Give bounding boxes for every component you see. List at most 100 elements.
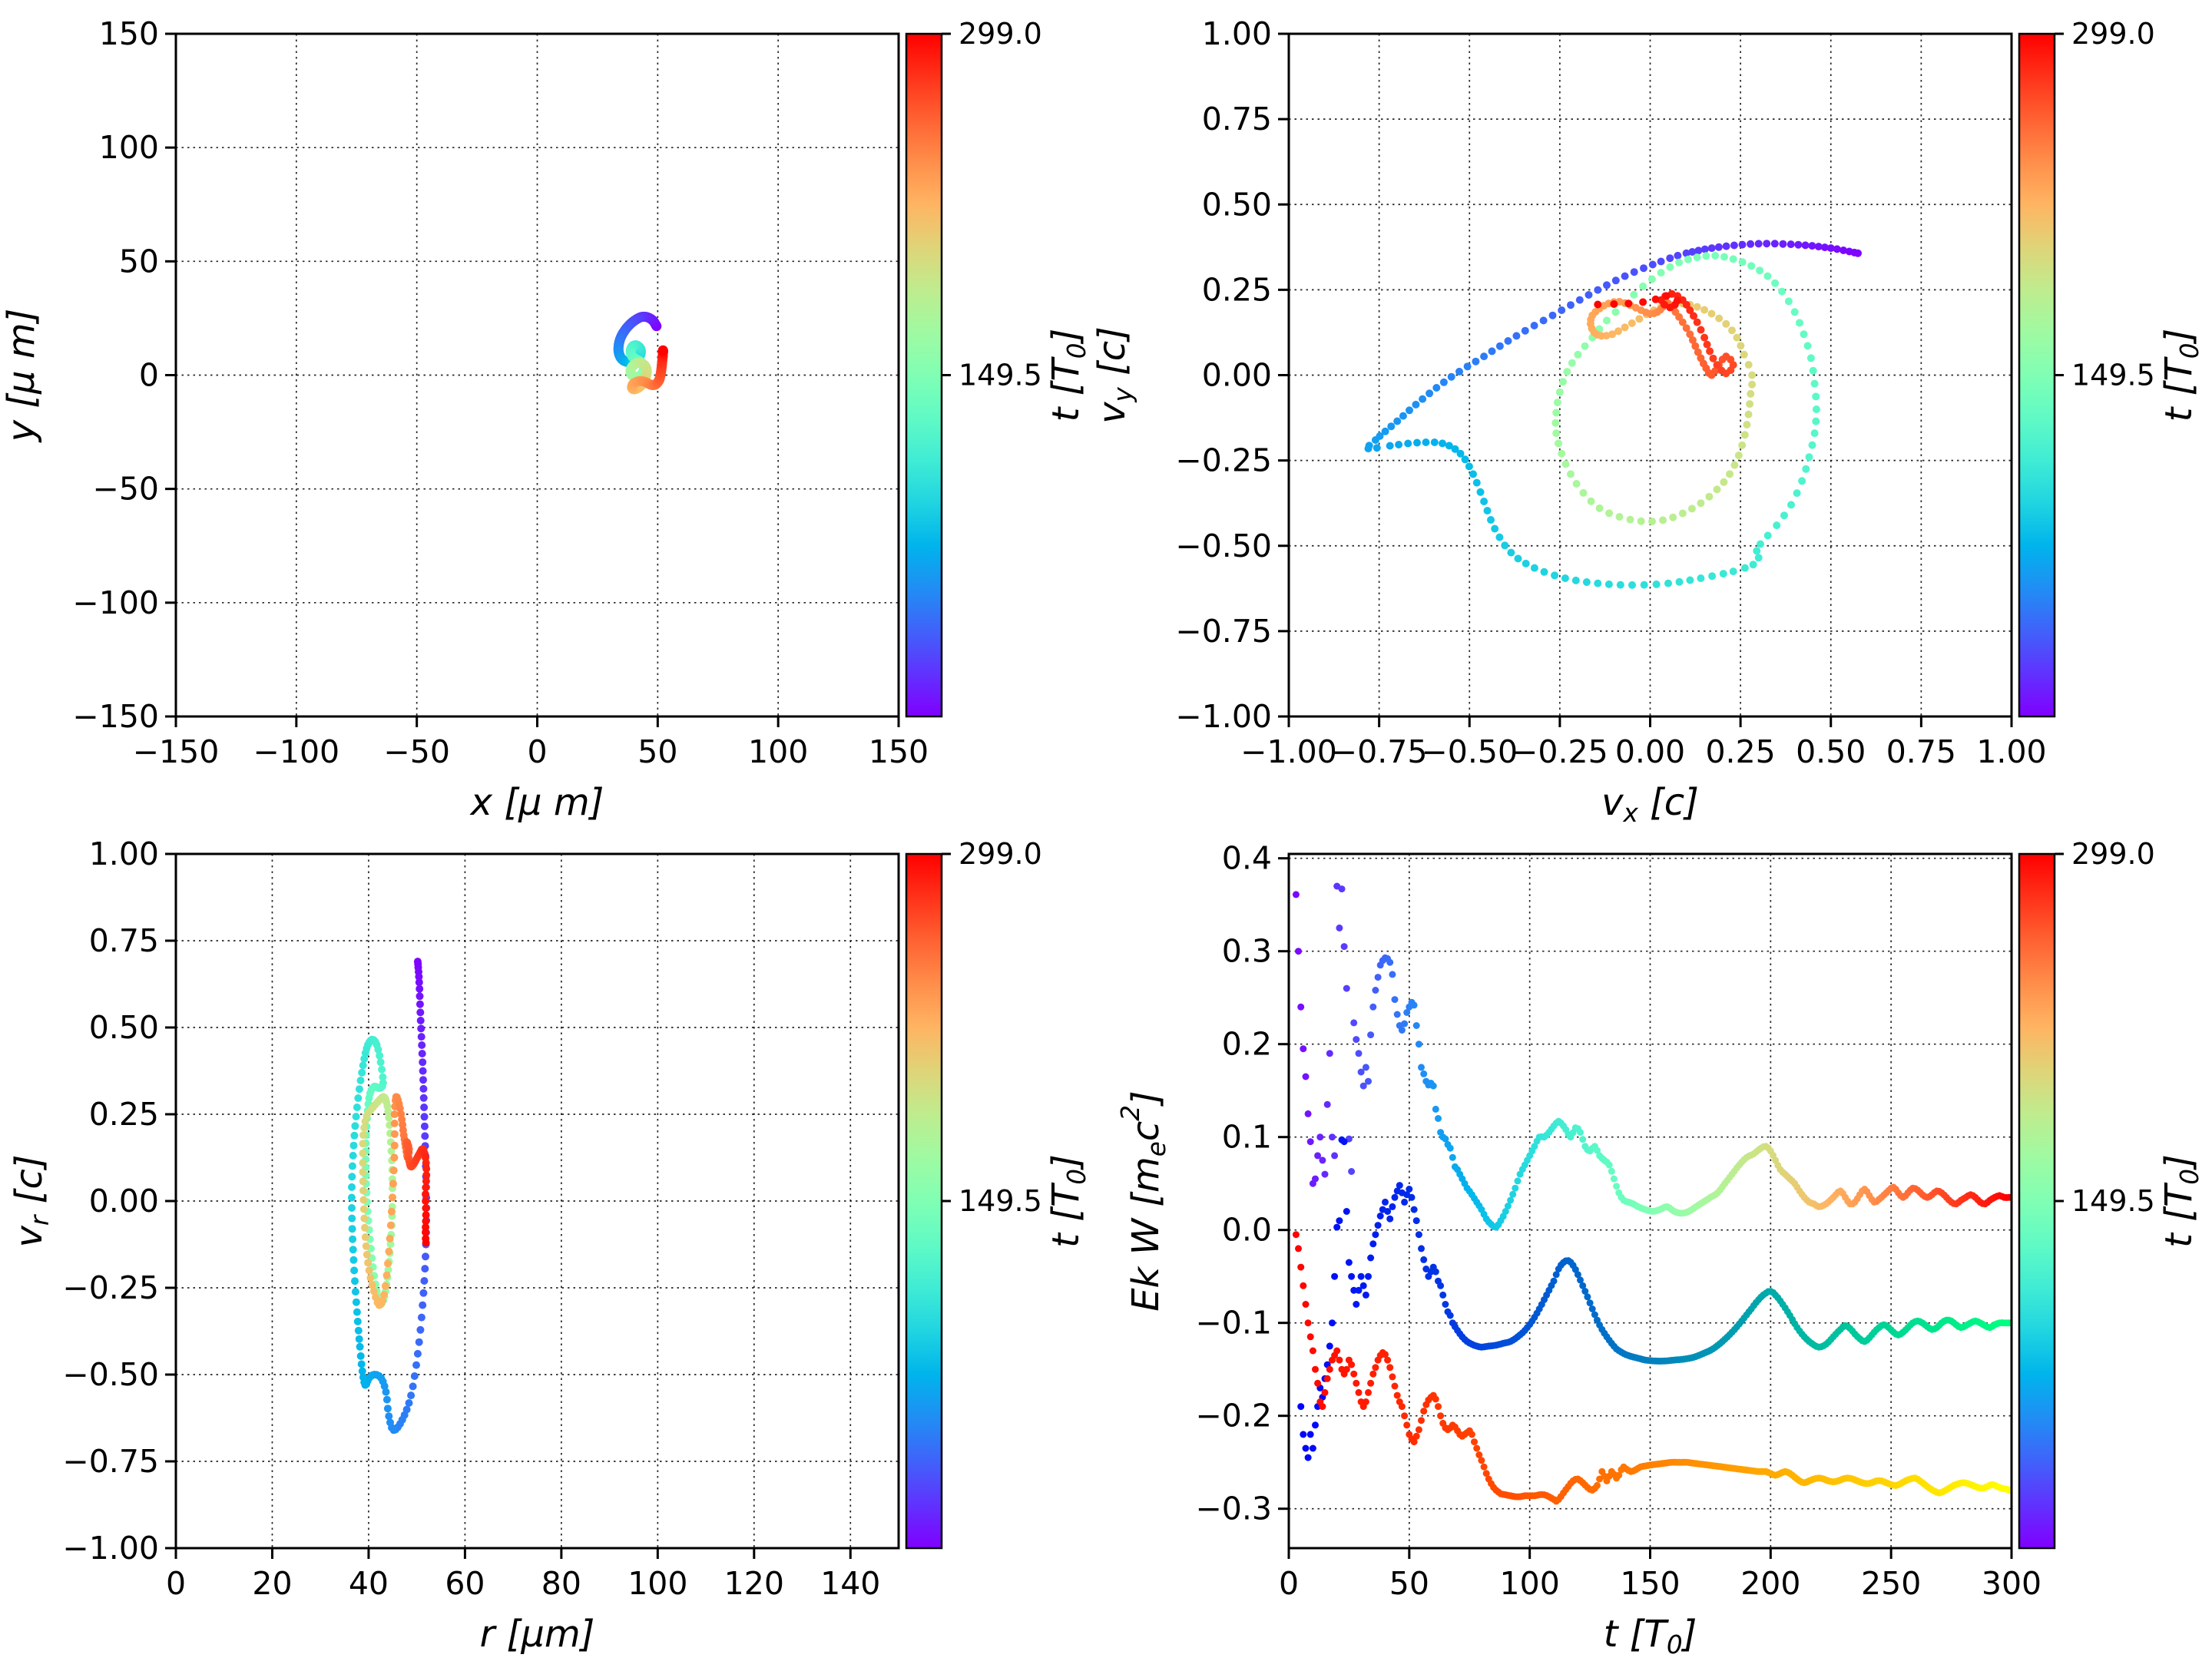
data-point [1581, 1288, 1589, 1295]
data-point [417, 1033, 426, 1041]
data-point [1793, 489, 1801, 498]
data-point [1367, 1031, 1375, 1039]
data-point [1456, 449, 1465, 458]
y-tick-label: 1.00 [1202, 15, 1272, 52]
data-point [1740, 564, 1749, 572]
x-tick-label: 0 [166, 1565, 186, 1602]
data-point [1740, 431, 1749, 439]
x-tick-label: 120 [724, 1565, 784, 1602]
data-point [1314, 1379, 1322, 1387]
data-point [1812, 405, 1820, 413]
colorbar-gradient [905, 32, 943, 718]
data-point [1610, 1175, 1618, 1183]
data-point [1395, 441, 1403, 448]
data-point [420, 1104, 429, 1111]
colorbar-tick-label: 299.0 [2071, 837, 2155, 871]
data-point [1399, 412, 1407, 420]
data-point [361, 1223, 369, 1232]
data-point [422, 1228, 429, 1236]
data-point [422, 1171, 431, 1180]
data-point [1551, 571, 1559, 580]
y-tick-label: −100 [72, 584, 159, 621]
data-point [1615, 1471, 1623, 1479]
data-point [1369, 1370, 1377, 1378]
data-point [1432, 384, 1441, 392]
data-point [1530, 322, 1538, 329]
data-point [1321, 1170, 1329, 1178]
y-tick-label: 0.0 [1222, 1212, 1272, 1249]
data-point [1338, 885, 1346, 893]
data-point [1472, 478, 1481, 487]
subplot-phase-r-vr: 0 20 40 60 80 100 120 140 −1.00 −0.75 −0.50 −0.25 0.… [8, 836, 1091, 1656]
data-point [1491, 524, 1499, 533]
data-point [1353, 1379, 1360, 1387]
data-point [1558, 449, 1566, 458]
data-point [1582, 578, 1591, 586]
data-point [1603, 281, 1611, 290]
y-tick-label: −0.75 [1175, 613, 1272, 650]
data-point [1673, 296, 1681, 305]
data-point [1319, 1403, 1326, 1411]
data-point [389, 1193, 396, 1202]
data-point [1514, 554, 1522, 563]
data-point [1295, 1245, 1302, 1252]
data-point [415, 972, 423, 981]
data-point [1418, 1417, 1425, 1424]
data-point [1763, 272, 1772, 280]
data-point [1357, 1068, 1365, 1076]
data-point [1345, 1259, 1353, 1266]
y-tick-label: 100 [99, 129, 159, 166]
data-point [1733, 333, 1741, 342]
data-point [1713, 361, 1721, 369]
data-point [1763, 531, 1772, 540]
data-point [349, 1246, 357, 1254]
data-point [1326, 1342, 1333, 1350]
data-point [1359, 1082, 1367, 1090]
data-point [1711, 251, 1720, 260]
data-point [1306, 1138, 1314, 1146]
data-point [1306, 1333, 1314, 1341]
data-point [1455, 367, 1463, 376]
data-point [1410, 1438, 1418, 1446]
data-point [1418, 1245, 1425, 1252]
data-point [1700, 245, 1709, 253]
data-point [354, 1326, 363, 1335]
data-point [1561, 460, 1570, 468]
x-axis-label-phase-r-vr: r [μm] [480, 1613, 595, 1656]
data-point [1773, 521, 1781, 530]
colorbar-label-velocity-vxvy: t [T0] [2157, 329, 2204, 422]
data-point [1691, 342, 1700, 350]
data-point [1674, 251, 1682, 260]
data-point [1480, 352, 1488, 361]
data-point [1812, 417, 1820, 425]
x-axis-label-trajectory-xy: x [μ m] [469, 781, 604, 824]
data-point [1746, 400, 1754, 409]
data-point [1386, 1215, 1394, 1223]
data-point [355, 1085, 363, 1094]
x-tick-label: 0.25 [1705, 733, 1775, 770]
data-point [1446, 1144, 1454, 1152]
data-point [1814, 243, 1823, 251]
y-tick-label: −0.1 [1195, 1305, 1272, 1342]
data-point [1682, 324, 1690, 333]
data-point [348, 1204, 356, 1212]
colorbar-label-energy-time: t [T0] [2157, 1154, 2204, 1248]
data-point [1362, 1291, 1369, 1299]
data-point [1398, 1403, 1406, 1411]
data-point [1408, 1193, 1416, 1201]
y-tick-label: −150 [72, 698, 159, 735]
data-point [1756, 266, 1764, 275]
y-tick-label: 50 [119, 243, 159, 280]
data-point [1393, 417, 1402, 425]
data-point [390, 1141, 399, 1150]
data-point [359, 1205, 368, 1213]
data-point [1805, 453, 1813, 462]
data-point [1802, 465, 1810, 473]
data-point [366, 1274, 375, 1282]
data-point [1579, 1136, 1587, 1143]
data-point [359, 1186, 367, 1195]
data-point [1749, 561, 1757, 569]
data-point [1720, 478, 1728, 486]
data-point [1722, 242, 1730, 250]
data-point [356, 1077, 365, 1084]
